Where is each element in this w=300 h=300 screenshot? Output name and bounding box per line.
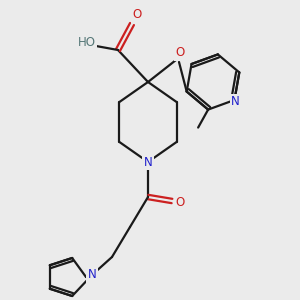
Text: N: N bbox=[144, 155, 152, 169]
Text: N: N bbox=[88, 268, 96, 281]
Text: O: O bbox=[132, 8, 142, 22]
Text: N: N bbox=[231, 95, 240, 109]
Text: O: O bbox=[176, 46, 184, 59]
Text: HO: HO bbox=[78, 37, 96, 50]
Text: O: O bbox=[176, 196, 184, 209]
